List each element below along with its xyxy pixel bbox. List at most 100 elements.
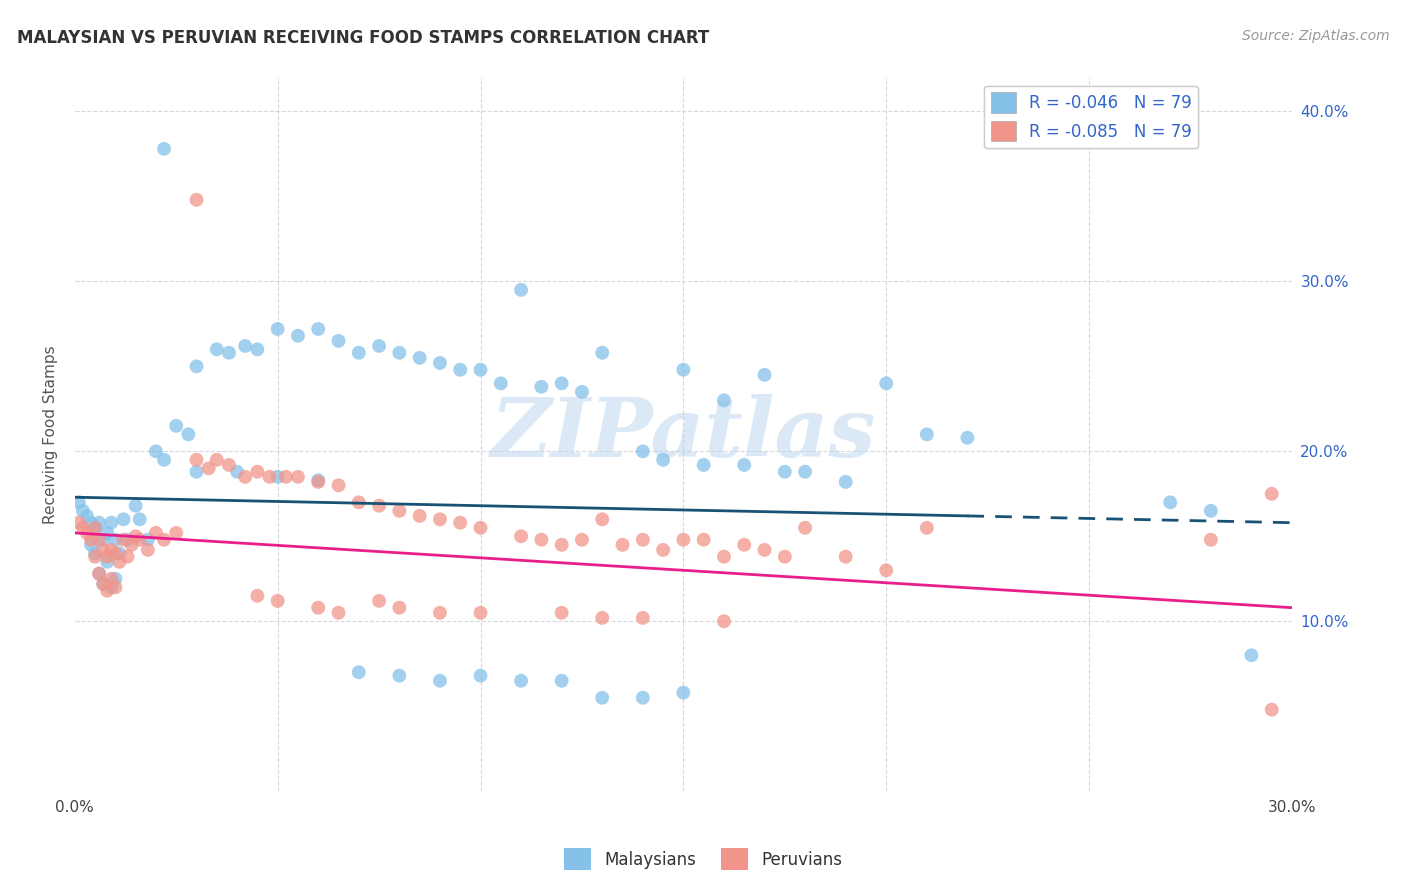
Point: [368, 499, 391, 513]
Point: [76, 508, 98, 523]
Point: [72, 504, 94, 518]
Point: [672, 686, 695, 700]
Point: [733, 458, 755, 472]
Point: [307, 473, 329, 487]
Point: [108, 555, 131, 569]
Point: [368, 594, 391, 608]
Point: [233, 339, 256, 353]
Point: [259, 470, 281, 484]
Point: [117, 549, 139, 564]
Point: [96, 583, 118, 598]
Point: [218, 458, 240, 472]
Point: [205, 343, 228, 357]
Point: [692, 458, 714, 472]
Point: [307, 600, 329, 615]
Point: [124, 529, 146, 543]
Point: [672, 533, 695, 547]
Point: [328, 334, 350, 348]
Point: [91, 533, 114, 547]
Point: [834, 549, 856, 564]
Point: [470, 668, 492, 682]
Point: [84, 549, 107, 564]
Point: [510, 529, 533, 543]
Point: [408, 508, 430, 523]
Point: [388, 600, 411, 615]
Point: [153, 452, 176, 467]
Point: [246, 343, 269, 357]
Point: [266, 322, 288, 336]
Point: [368, 339, 391, 353]
Point: [1240, 648, 1263, 663]
Point: [773, 465, 796, 479]
Point: [1159, 495, 1181, 509]
Point: [89, 566, 111, 581]
Point: [186, 193, 208, 207]
Legend: R = -0.046   N = 79, R = -0.085   N = 79: R = -0.046 N = 79, R = -0.085 N = 79: [984, 86, 1198, 148]
Point: [89, 516, 111, 530]
Point: [1260, 703, 1282, 717]
Point: [328, 606, 350, 620]
Point: [591, 345, 613, 359]
Point: [550, 376, 572, 391]
Point: [165, 525, 187, 540]
Point: [631, 533, 654, 547]
Point: [652, 542, 675, 557]
Point: [91, 577, 114, 591]
Point: [80, 538, 103, 552]
Point: [550, 606, 572, 620]
Point: [631, 444, 654, 458]
Point: [233, 470, 256, 484]
Point: [136, 533, 159, 547]
Point: [530, 380, 553, 394]
Point: [713, 549, 735, 564]
Point: [266, 470, 288, 484]
Point: [165, 418, 187, 433]
Point: [91, 542, 114, 557]
Point: [612, 538, 634, 552]
Point: [67, 516, 90, 530]
Point: [692, 533, 714, 547]
Point: [218, 345, 240, 359]
Point: [67, 495, 90, 509]
Point: [328, 478, 350, 492]
Point: [80, 516, 103, 530]
Point: [571, 384, 593, 399]
Point: [449, 363, 471, 377]
Point: [226, 465, 249, 479]
Point: [186, 452, 208, 467]
Point: [591, 611, 613, 625]
Point: [128, 533, 150, 547]
Point: [713, 614, 735, 628]
Point: [591, 512, 613, 526]
Text: Source: ZipAtlas.com: Source: ZipAtlas.com: [1241, 29, 1389, 43]
Point: [104, 572, 127, 586]
Point: [550, 538, 572, 552]
Point: [104, 533, 127, 547]
Point: [347, 665, 370, 680]
Point: [72, 521, 94, 535]
Point: [153, 533, 176, 547]
Point: [108, 546, 131, 560]
Point: [112, 512, 135, 526]
Point: [470, 606, 492, 620]
Point: [429, 606, 451, 620]
Point: [274, 470, 297, 484]
Point: [307, 322, 329, 336]
Point: [104, 546, 127, 560]
Point: [834, 475, 856, 489]
Point: [76, 525, 98, 540]
Point: [307, 475, 329, 489]
Point: [186, 465, 208, 479]
Point: [153, 142, 176, 156]
Point: [470, 363, 492, 377]
Point: [128, 512, 150, 526]
Point: [429, 673, 451, 688]
Point: [631, 611, 654, 625]
Legend: Malaysians, Peruvians: Malaysians, Peruvians: [557, 842, 849, 877]
Point: [104, 580, 127, 594]
Point: [96, 525, 118, 540]
Point: [91, 577, 114, 591]
Point: [205, 452, 228, 467]
Point: [1199, 504, 1222, 518]
Point: [186, 359, 208, 374]
